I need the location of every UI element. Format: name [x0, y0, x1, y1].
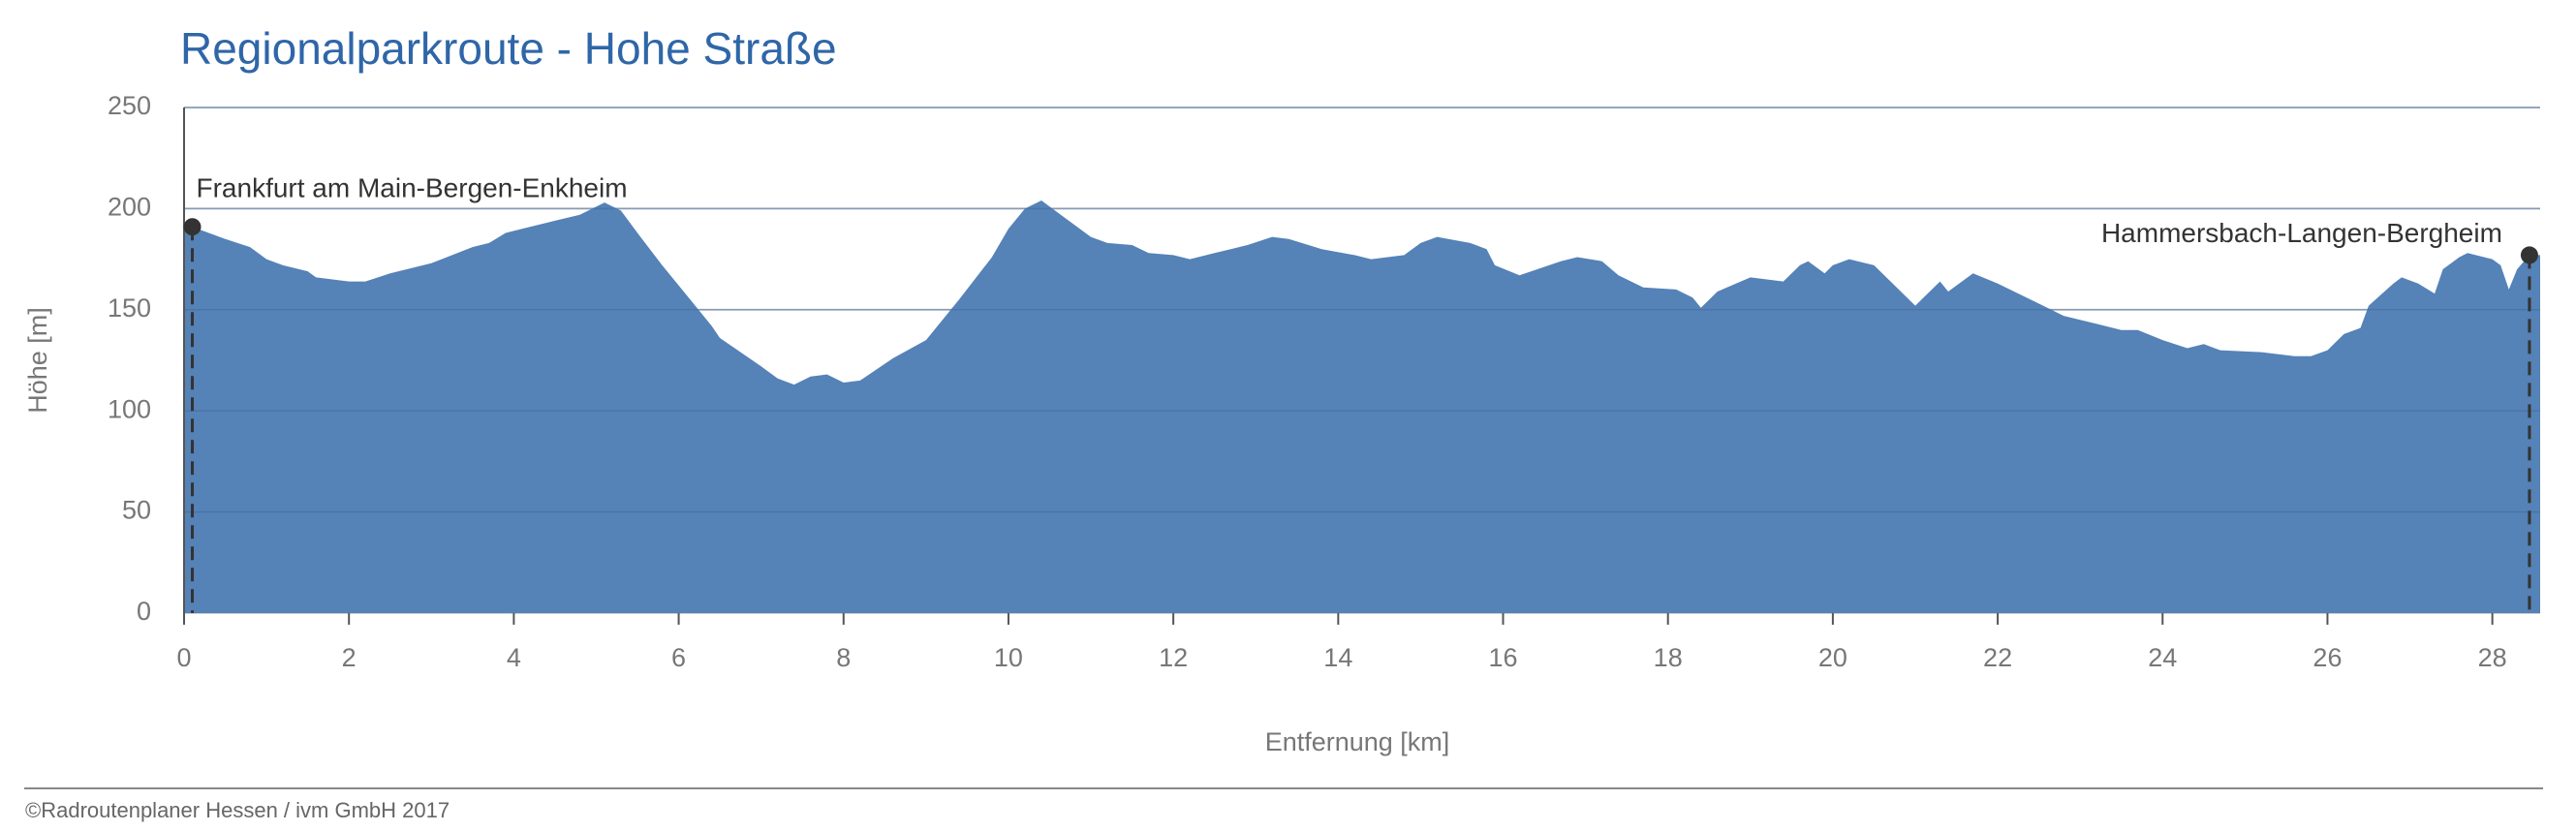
- y-tick-label: 250: [108, 91, 151, 120]
- y-tick-label: 150: [108, 293, 151, 323]
- x-tick-label: 8: [836, 643, 851, 672]
- x-tick-label: 22: [1983, 643, 2012, 672]
- y-tick-label: 100: [108, 394, 151, 423]
- x-tick-label: 28: [2478, 643, 2507, 672]
- y-tick-label: 200: [108, 193, 151, 222]
- y-axis-label: Höhe [m]: [23, 307, 52, 414]
- x-tick-label: 26: [2312, 643, 2342, 672]
- x-tick-label: 2: [342, 643, 357, 672]
- x-tick-label: 24: [2148, 643, 2177, 672]
- y-tick-label: 50: [122, 496, 151, 525]
- marker-label: Frankfurt am Main-Bergen-Enkheim: [197, 173, 628, 203]
- x-tick-label: 18: [1654, 643, 1683, 672]
- x-tick-label: 10: [994, 643, 1023, 672]
- x-tick-label: 14: [1323, 643, 1352, 672]
- x-axis-label: Entfernung [km]: [1265, 727, 1450, 756]
- footer: ©Radroutenplaner Hessen / ivm GmbH 2017: [25, 798, 450, 822]
- marker-label: Hammersbach-Langen-Bergheim: [2101, 218, 2502, 248]
- x-tick-label: 20: [1818, 643, 1847, 672]
- chart-title: Regionalparkroute - Hohe Straße: [180, 23, 837, 74]
- x-tick-label: 12: [1159, 643, 1188, 672]
- y-tick-label: 0: [137, 597, 151, 626]
- x-tick-label: 16: [1488, 643, 1517, 672]
- marker-point: [183, 218, 202, 236]
- x-tick-label: 0: [176, 643, 191, 672]
- x-tick-label: 6: [671, 643, 686, 672]
- elevation-area: [184, 200, 2540, 613]
- marker-point: [2520, 246, 2538, 264]
- x-tick-label: 4: [507, 643, 521, 672]
